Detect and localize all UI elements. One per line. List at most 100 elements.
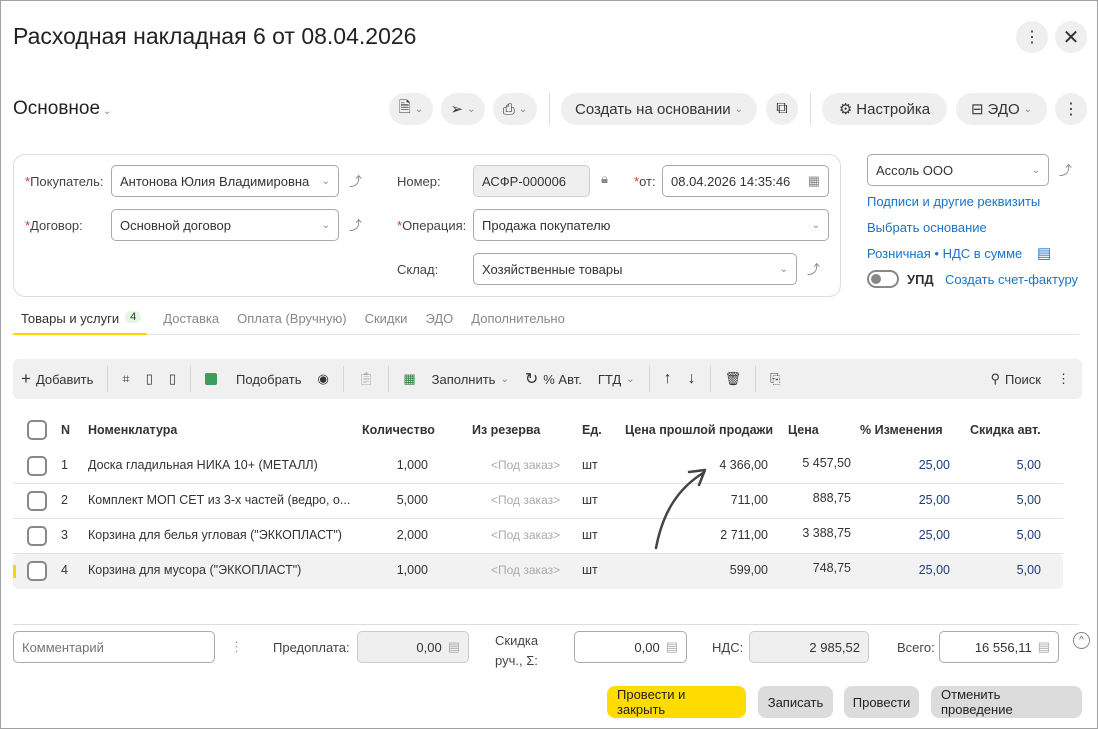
row-price[interactable]: 3 388,75 [802, 526, 851, 540]
lock-icon[interactable]: 🔒︎ [601, 171, 608, 186]
column-header-reserve[interactable]: Из резерва [472, 423, 541, 437]
buyer-field[interactable]: Антонова Юлия Владимировна ⌄ [111, 165, 339, 197]
table-row[interactable]: 2 Комплект МОП СЕТ из 3-х частей (ведро, … [13, 484, 1063, 519]
row-qty[interactable]: 1,000 [396, 458, 428, 472]
calculator-icon[interactable]: ▤ [1037, 245, 1052, 262]
post-button[interactable]: Провести [844, 686, 919, 718]
contract-field[interactable]: Основной договор ⌄ [111, 209, 339, 241]
row-price[interactable]: 5 457,50 [802, 456, 851, 470]
send-menu-button[interactable]: ➢ ⌄ [441, 93, 485, 125]
row-change[interactable]: 25,00 [918, 563, 950, 577]
collapse-icon[interactable]: ^ [1073, 632, 1090, 649]
row-discount[interactable]: 5,00 [1016, 458, 1041, 472]
create-based-button[interactable]: Создать на основании ⌄ [561, 93, 757, 125]
fill-button[interactable]: Заполнить ⌄ [431, 371, 509, 387]
barcode-out-icon[interactable]: ▯ [168, 371, 177, 386]
column-header-name[interactable]: Номенклатура [88, 423, 178, 437]
select-all-checkbox[interactable] [27, 420, 47, 440]
row-discount[interactable]: 5,00 [1016, 528, 1041, 542]
copy-icon[interactable]: ⎘ [770, 371, 781, 386]
column-header-n[interactable]: N [61, 423, 71, 437]
more-icon[interactable]: ⋮ [1016, 21, 1048, 53]
date-field[interactable]: 08.04.2026 14:35:46 ▦ [662, 165, 829, 197]
row-unit[interactable]: шт [582, 563, 598, 577]
tab-delivery[interactable]: Доставка [163, 311, 220, 326]
row-price[interactable]: 748,75 [812, 561, 851, 575]
row-unit[interactable]: шт [582, 493, 598, 507]
open-icon[interactable]: ⤴ [349, 174, 363, 189]
more-icon[interactable]: ⋮ [1055, 93, 1087, 125]
column-header-change[interactable]: % Изменения [860, 423, 943, 437]
row-unit[interactable]: шт [582, 528, 598, 542]
tab-goods[interactable]: Товары и услуги 4 [13, 311, 148, 335]
add-button[interactable]: + Добавить [21, 369, 94, 388]
arrow-down-icon[interactable]: ↓ [687, 370, 696, 387]
vat-field[interactable]: 2 985,52 [749, 631, 869, 663]
row-reserve[interactable]: <Под заказ> [491, 458, 561, 472]
structure-icon[interactable]: ⧉ [766, 93, 798, 125]
eye-icon[interactable]: ◉ [317, 371, 329, 386]
row-change[interactable]: 25,00 [918, 528, 950, 542]
total-field[interactable]: 16 556,11 ▤ [939, 631, 1059, 663]
tab-discounts[interactable]: Скидки [364, 311, 408, 326]
row-checkbox[interactable] [27, 456, 47, 476]
row-name[interactable]: Доска гладильная НИКА 10+ (МЕТАЛЛ) [88, 458, 318, 472]
number-field[interactable]: АСФР-000006 [473, 165, 590, 197]
operation-field[interactable]: Продажа покупателю ⌄ [473, 209, 829, 241]
tab-payment[interactable]: Оплата (Вручную) [237, 311, 347, 326]
row-qty[interactable]: 5,000 [396, 493, 428, 507]
organization-field[interactable]: Ассоль ООО ⌄ [867, 154, 1049, 186]
unpost-button[interactable]: Отменить проведение [931, 686, 1082, 718]
save-button[interactable]: Записать [758, 686, 833, 718]
more-icon[interactable]: ⋮ [230, 639, 243, 654]
row-checkbox[interactable] [27, 491, 47, 511]
row-checkbox[interactable] [27, 561, 47, 581]
more-icon[interactable]: ⋮ [1057, 371, 1070, 386]
row-discount[interactable]: 5,00 [1016, 563, 1041, 577]
edo-button[interactable]: ⊟ ЭДО ⌄ [956, 93, 1047, 125]
row-qty[interactable]: 2,000 [396, 528, 428, 542]
row-checkbox[interactable] [27, 526, 47, 546]
upd-toggle[interactable] [867, 270, 899, 288]
table-row[interactable]: 4 Корзина для мусора ("ЭККОПЛАСТ") 1,000 <П… [13, 554, 1063, 589]
settings-button[interactable]: ⚙ Настройка [822, 93, 947, 125]
row-name[interactable]: Комплект МОП СЕТ из 3-х частей (ведро, о… [88, 493, 351, 507]
calculator-icon[interactable]: ▤ [665, 639, 678, 654]
row-change[interactable]: 25,00 [918, 458, 950, 472]
calculator-icon[interactable]: ▤ [1037, 639, 1050, 654]
warehouse-field[interactable]: Хозяйственные товары ⌄ [473, 253, 797, 285]
column-header-qty[interactable]: Количество [362, 423, 435, 437]
post-close-button[interactable]: Провести и закрыть [607, 686, 746, 718]
search-button[interactable]: ⚲ Поиск [990, 371, 1041, 387]
row-reserve[interactable]: <Под заказ> [491, 528, 561, 542]
signatures-link[interactable]: Подписи и другие реквизиты [867, 194, 1041, 209]
choose-basis-link[interactable]: Выбрать основание [867, 220, 987, 235]
comment-input[interactable] [13, 631, 215, 663]
row-name[interactable]: Корзина для белья угловая ("ЭККОПЛАСТ") [88, 528, 342, 542]
calendar-icon[interactable]: ▦ [807, 173, 820, 188]
create-invoice-link[interactable]: Создать счет-фактуру [945, 272, 1079, 287]
excel-icon[interactable]: ▦ [403, 371, 416, 386]
calculator-icon[interactable]: ▤ [447, 639, 460, 654]
row-name[interactable]: Корзина для мусора ("ЭККОПЛАСТ") [88, 563, 302, 577]
gtd-button[interactable]: ГТД ⌄ [597, 371, 635, 387]
section-selector[interactable]: Основное ⌄ [13, 98, 111, 120]
column-header-price[interactable]: Цена [788, 423, 819, 437]
document-menu-button[interactable]: 🗎 ⌄ [389, 93, 433, 125]
column-header-unit[interactable]: Ед. [582, 423, 602, 437]
row-unit[interactable]: шт [582, 458, 598, 472]
row-price[interactable]: 888,75 [812, 491, 851, 505]
print-menu-button[interactable]: ⎙ ⌄ [493, 93, 537, 125]
scan-icon[interactable]: ⌗ [122, 371, 130, 386]
column-header-last-price[interactable]: Цена прошлой продажи [625, 423, 774, 437]
row-qty[interactable]: 1,000 [396, 563, 428, 577]
row-reserve[interactable]: <Под заказ> [491, 493, 561, 507]
barcode-in-icon[interactable]: ▯ [145, 371, 153, 386]
discount-field[interactable]: 0,00 ▤ [574, 631, 687, 663]
open-icon[interactable]: ⤴ [1059, 163, 1073, 178]
close-icon[interactable]: ✕ [1055, 21, 1087, 53]
retail-vat-link[interactable]: Розничная • НДС в сумме [867, 246, 1023, 261]
row-reserve[interactable]: <Под заказ> [491, 563, 561, 577]
table-row[interactable]: 1 Доска гладильная НИКА 10+ (МЕТАЛЛ) 1,000… [13, 449, 1063, 484]
row-discount[interactable]: 5,00 [1016, 493, 1041, 507]
